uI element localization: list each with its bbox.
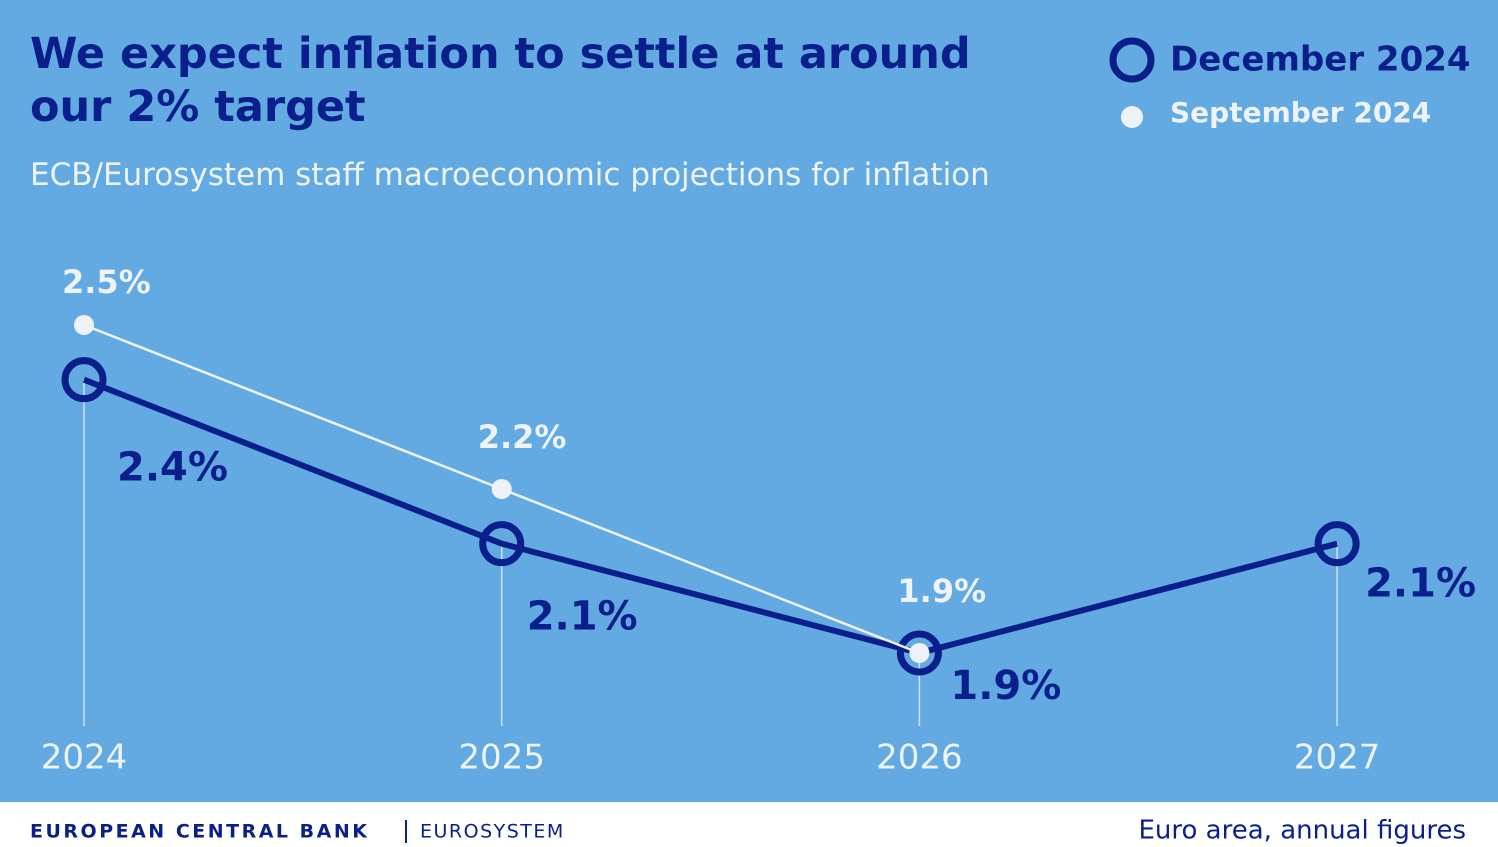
value-label: 2.2% <box>478 418 567 456</box>
chart-subtitle: ECB/Eurosystem staff macroeconomic proje… <box>30 157 990 193</box>
footer <box>0 802 1498 847</box>
marker <box>61 357 107 403</box>
marker <box>896 630 942 676</box>
legend-label: December 2024 <box>1170 40 1471 80</box>
x-tick-label: 2024 <box>41 738 128 778</box>
legend-label: September 2024 <box>1170 96 1431 129</box>
legend-marker <box>1121 106 1143 128</box>
marker <box>491 479 512 499</box>
chart-title: We expect inflation to settle at around … <box>30 29 971 132</box>
value-label: 2.5% <box>62 263 151 301</box>
marker <box>74 315 94 335</box>
marker <box>479 521 525 567</box>
x-tick-label: 2025 <box>458 738 545 778</box>
value-label: 2.4% <box>117 445 228 491</box>
marker <box>1314 521 1360 567</box>
x-tick-label: 2026 <box>876 738 963 778</box>
x-tick-label: 2027 <box>1294 738 1381 778</box>
value-label: 1.9% <box>950 663 1061 709</box>
legend-marker <box>1109 37 1155 83</box>
brand-sub: EUROSYSTEM <box>420 821 565 843</box>
value-label: 2.1% <box>527 594 638 640</box>
marker <box>909 643 930 663</box>
series-line <box>82 376 1338 657</box>
note: Euro area, annual figures <box>1138 816 1466 846</box>
value-label: 1.9% <box>897 572 986 610</box>
value-label: 2.1% <box>1365 561 1476 607</box>
brand: EUROPEAN CENTRAL BANK <box>30 821 369 843</box>
